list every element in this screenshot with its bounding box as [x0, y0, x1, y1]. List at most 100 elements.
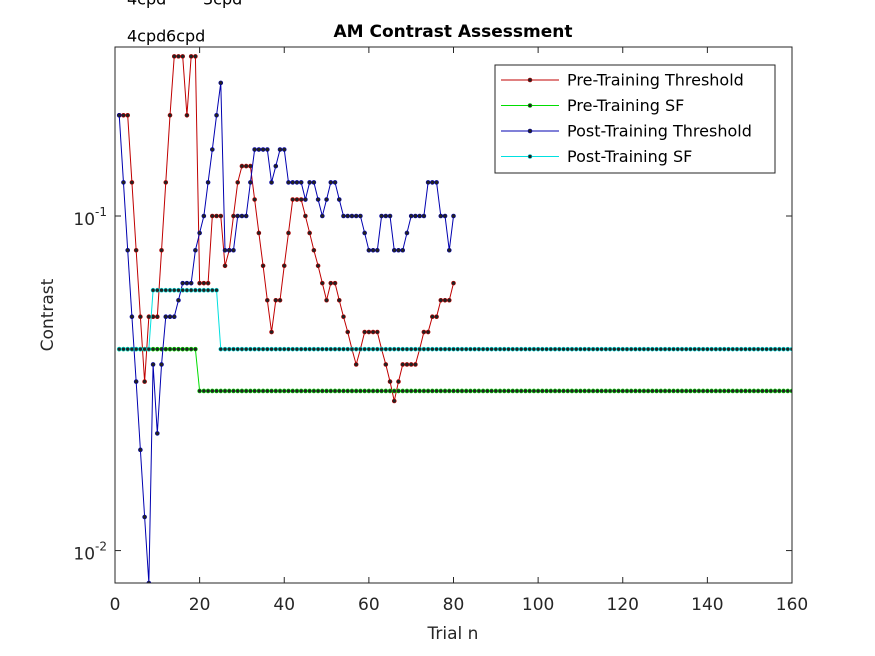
- legend-marker: [527, 77, 533, 83]
- point: [210, 147, 215, 152]
- point: [167, 346, 173, 352]
- point: [446, 346, 452, 352]
- point: [362, 329, 367, 335]
- point: [688, 388, 693, 394]
- point: [383, 213, 389, 219]
- point: [231, 346, 236, 352]
- point: [248, 163, 253, 169]
- point: [561, 346, 566, 352]
- point: [265, 388, 270, 394]
- point: [434, 314, 439, 320]
- point: [269, 388, 274, 394]
- point: [210, 213, 215, 219]
- point: [159, 362, 164, 367]
- legend-marker: [527, 128, 533, 134]
- point: [607, 346, 613, 352]
- point: [150, 287, 156, 293]
- point: [235, 213, 241, 219]
- point: [281, 263, 287, 269]
- point: [611, 346, 617, 352]
- point: [383, 346, 389, 352]
- annotation: 4cpd: [127, 27, 166, 46]
- point: [324, 346, 329, 352]
- point: [370, 329, 376, 335]
- point: [772, 388, 778, 394]
- point: [578, 388, 583, 394]
- point: [451, 388, 456, 394]
- point: [345, 388, 351, 394]
- point: [320, 280, 325, 286]
- point: [713, 346, 719, 352]
- point: [307, 346, 312, 352]
- point: [197, 230, 202, 236]
- point: [413, 388, 418, 394]
- point: [413, 362, 418, 367]
- point: [248, 346, 253, 352]
- point: [265, 346, 270, 352]
- point: [717, 388, 723, 394]
- point: [781, 388, 786, 394]
- point: [743, 388, 748, 394]
- point: [294, 197, 300, 202]
- point: [611, 388, 617, 394]
- point: [485, 388, 490, 394]
- point: [573, 388, 579, 394]
- point: [214, 112, 219, 118]
- point: [721, 346, 727, 352]
- point: [738, 346, 744, 352]
- point: [692, 388, 697, 394]
- annotation: 6cpd: [166, 27, 205, 46]
- point: [167, 287, 173, 293]
- x-tick-label: 80: [443, 595, 465, 615]
- point: [358, 388, 363, 394]
- point: [294, 180, 300, 185]
- point: [226, 388, 232, 394]
- point: [328, 346, 334, 352]
- point: [286, 346, 291, 352]
- point: [628, 388, 634, 394]
- point: [679, 388, 685, 394]
- point: [518, 388, 524, 394]
- point: [260, 147, 266, 152]
- point: [273, 297, 279, 303]
- point: [286, 388, 291, 394]
- point: [383, 388, 389, 394]
- point: [387, 213, 393, 219]
- point: [463, 388, 469, 394]
- point: [311, 180, 317, 185]
- point: [269, 180, 274, 185]
- point: [548, 346, 554, 352]
- point: [425, 180, 431, 185]
- point: [341, 388, 346, 394]
- point: [709, 388, 714, 394]
- point: [705, 388, 710, 394]
- point: [396, 247, 401, 253]
- x-tick-label: 20: [189, 595, 211, 615]
- point: [383, 362, 389, 367]
- point: [396, 388, 401, 394]
- point: [205, 388, 211, 394]
- point: [565, 346, 571, 352]
- point: [171, 287, 177, 293]
- legend-box: [494, 64, 776, 174]
- point: [281, 346, 287, 352]
- point: [210, 388, 215, 394]
- point: [307, 230, 312, 236]
- point: [150, 346, 156, 352]
- point: [201, 280, 207, 286]
- point: [222, 263, 228, 269]
- point: [239, 213, 245, 219]
- point: [671, 388, 676, 394]
- point: [692, 346, 697, 352]
- point: [332, 346, 338, 352]
- point: [658, 346, 664, 352]
- point: [235, 388, 241, 394]
- point: [446, 388, 452, 394]
- point: [442, 297, 448, 303]
- point: [235, 346, 241, 352]
- point: [155, 314, 160, 320]
- point: [320, 346, 325, 352]
- point: [176, 287, 181, 293]
- point: [430, 346, 435, 352]
- point: [121, 346, 126, 352]
